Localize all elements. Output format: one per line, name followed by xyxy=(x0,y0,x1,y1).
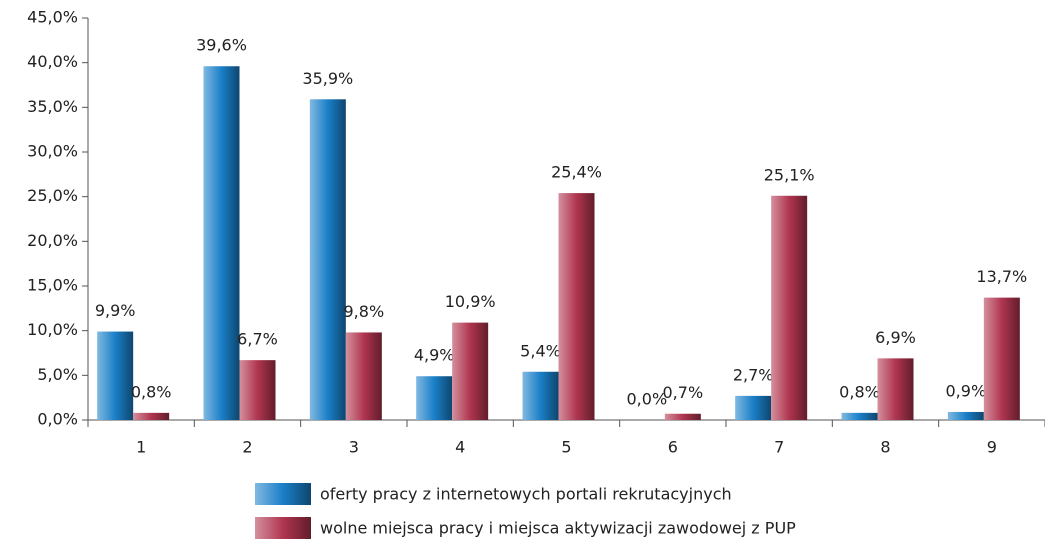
bar xyxy=(877,358,914,420)
y-tick-label: 20,0% xyxy=(27,231,78,250)
value-label: 35,9% xyxy=(302,69,353,88)
value-label: 2,7% xyxy=(733,365,774,384)
legend-label: oferty pracy z internetowych portali rek… xyxy=(320,485,732,504)
y-tick-label: 35,0% xyxy=(27,97,78,116)
value-label: 6,7% xyxy=(237,330,278,349)
legend-label: wolne miejsca pracy i miejsca aktywizacj… xyxy=(320,519,796,538)
y-tick-label: 45,0% xyxy=(27,8,78,27)
bar xyxy=(771,195,808,420)
value-label: 4,9% xyxy=(414,346,455,365)
x-tick-label: 5 xyxy=(561,438,571,457)
y-tick-label: 10,0% xyxy=(27,320,78,339)
y-tick-label: 15,0% xyxy=(27,276,78,295)
bar xyxy=(203,66,240,421)
y-tick-label: 5,0% xyxy=(37,365,78,384)
x-tick-label: 1 xyxy=(136,438,146,457)
bar xyxy=(239,360,276,420)
bar xyxy=(983,297,1020,420)
y-tick-label: 0,0% xyxy=(37,410,78,429)
x-tick-label: 4 xyxy=(455,438,465,457)
value-label: 6,9% xyxy=(875,328,916,347)
value-label: 0,8% xyxy=(131,382,172,401)
legend-swatch xyxy=(255,483,311,505)
value-label: 9,9% xyxy=(95,301,136,320)
bar xyxy=(664,413,701,420)
value-label: 0,8% xyxy=(839,382,880,401)
x-tick-label: 3 xyxy=(349,438,359,457)
value-label: 25,4% xyxy=(551,163,602,182)
value-label: 5,4% xyxy=(520,341,561,360)
x-tick-label: 9 xyxy=(987,438,997,457)
value-label: 13,7% xyxy=(976,267,1027,286)
x-tick-label: 6 xyxy=(668,438,678,457)
bar xyxy=(133,412,170,420)
bar xyxy=(735,395,772,420)
legend-swatch xyxy=(255,517,311,539)
bar xyxy=(416,376,453,420)
bar xyxy=(97,331,134,420)
value-label: 25,1% xyxy=(764,165,815,184)
bar xyxy=(841,412,878,420)
bar xyxy=(558,193,595,420)
bar xyxy=(309,99,346,420)
bar xyxy=(522,371,559,420)
value-label: 9,8% xyxy=(344,302,385,321)
value-label: 0,0% xyxy=(627,390,668,409)
value-label: 10,9% xyxy=(445,292,496,311)
x-tick-label: 2 xyxy=(242,438,252,457)
bar xyxy=(452,322,489,420)
y-tick-label: 25,0% xyxy=(27,186,78,205)
x-tick-label: 8 xyxy=(880,438,890,457)
x-tick-label: 7 xyxy=(774,438,784,457)
bar xyxy=(947,411,984,420)
value-label: 0,9% xyxy=(946,381,987,400)
value-label: 0,7% xyxy=(663,383,704,402)
y-tick-label: 30,0% xyxy=(27,142,78,161)
bar xyxy=(345,332,382,420)
y-tick-label: 40,0% xyxy=(27,52,78,71)
value-label: 39,6% xyxy=(196,36,247,55)
